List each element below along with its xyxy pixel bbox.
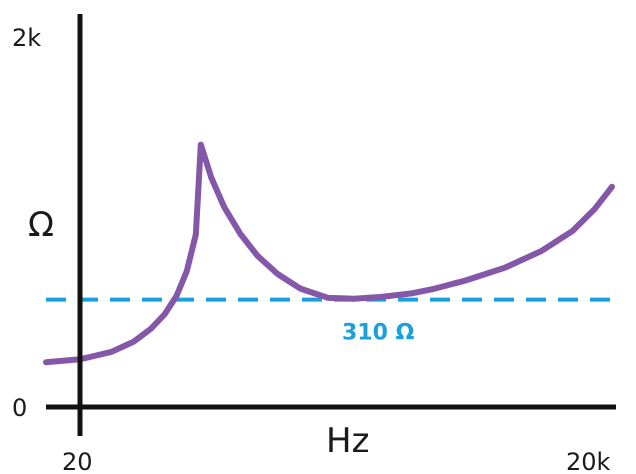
series-line-0 <box>43 141 615 366</box>
x-axis-label: Hz <box>326 421 369 461</box>
y-tick-label-min: 0 <box>12 394 27 422</box>
x-tick-label-min: 20 <box>62 448 93 474</box>
reference-line-label: 310 Ω <box>342 321 415 346</box>
x-tick-label-max: 20k <box>566 448 611 474</box>
y-axis-label: Ω <box>28 205 54 245</box>
series-group <box>43 141 615 366</box>
y-tick-label-max: 2k <box>12 24 41 52</box>
